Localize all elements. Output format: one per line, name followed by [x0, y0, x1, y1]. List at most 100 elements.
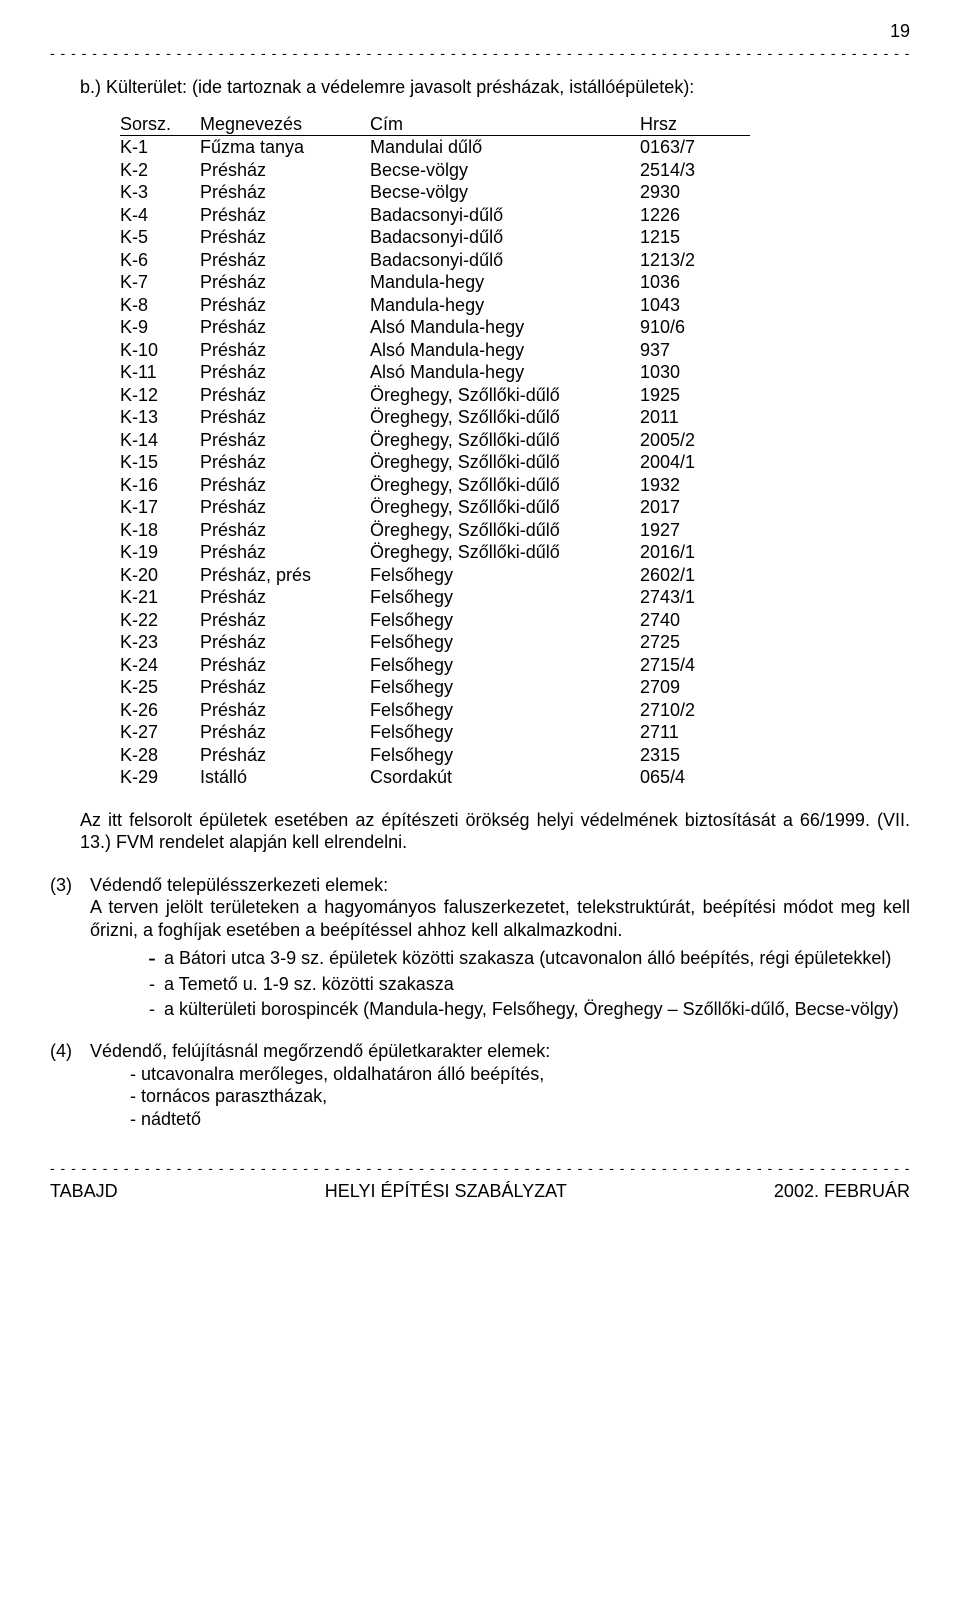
- table-cell: Présház: [200, 181, 370, 204]
- table-header-row: Sorsz. Megnevezés Cím Hrsz: [120, 113, 750, 136]
- section-4-line: - nádtető: [130, 1108, 910, 1131]
- buildings-table: Sorsz. Megnevezés Cím Hrsz K-1Fűzma tany…: [120, 113, 750, 789]
- table-cell: Présház: [200, 586, 370, 609]
- table-cell: K-14: [120, 429, 200, 452]
- table-cell: K-7: [120, 271, 200, 294]
- table-cell: 2740: [640, 609, 750, 632]
- table-row: K-23PrésházFelsőhegy2725: [120, 631, 750, 654]
- table-cell: Istálló: [200, 766, 370, 789]
- table-cell: 2602/1: [640, 564, 750, 587]
- table-cell: Présház: [200, 361, 370, 384]
- table-cell: K-23: [120, 631, 200, 654]
- table-cell: Öreghegy, Szőllőki-dűlő: [370, 384, 640, 407]
- table-cell: Présház: [200, 744, 370, 767]
- table-cell: Présház: [200, 721, 370, 744]
- table-cell: Alsó Mandula-hegy: [370, 316, 640, 339]
- table-row: K-5PrésházBadacsonyi-dűlő1215: [120, 226, 750, 249]
- table-cell: 2725: [640, 631, 750, 654]
- table-cell: Csordakút: [370, 766, 640, 789]
- footer-row: TABAJD HELYI ÉPÍTÉSI SZABÁLYZAT 2002. FE…: [50, 1180, 910, 1203]
- section-4-line: - tornácos parasztházak,: [130, 1085, 910, 1108]
- table-cell: K-24: [120, 654, 200, 677]
- table-cell: Présház: [200, 249, 370, 272]
- bullet-dash-icon: -: [140, 973, 164, 996]
- table-cell: Öreghegy, Szőllőki-dűlő: [370, 519, 640, 542]
- table-cell: K-22: [120, 609, 200, 632]
- table-cell: K-26: [120, 699, 200, 722]
- table-cell: K-15: [120, 451, 200, 474]
- table-cell: Présház: [200, 294, 370, 317]
- table-row: K-24PrésházFelsőhegy2715/4: [120, 654, 750, 677]
- table-cell: 0163/7: [640, 136, 750, 159]
- col-sorsz: Sorsz.: [120, 113, 200, 136]
- table-cell: 1927: [640, 519, 750, 542]
- table-cell: 910/6: [640, 316, 750, 339]
- col-hrsz: Hrsz: [640, 113, 750, 136]
- table-cell: Mandulai dűlő: [370, 136, 640, 159]
- table-row: K-11PrésházAlsó Mandula-hegy1030: [120, 361, 750, 384]
- table-cell: 065/4: [640, 766, 750, 789]
- table-cell: Présház: [200, 406, 370, 429]
- table-cell: K-8: [120, 294, 200, 317]
- table-cell: Felsőhegy: [370, 676, 640, 699]
- top-separator: - - - - - - - - - - - - - - - - - - - - …: [50, 45, 910, 63]
- table-cell: K-6: [120, 249, 200, 272]
- table-cell: Présház, prés: [200, 564, 370, 587]
- table-cell: K-12: [120, 384, 200, 407]
- table-row: K-14PrésházÖreghegy, Szőllőki-dűlő2005/2: [120, 429, 750, 452]
- table-cell: Felsőhegy: [370, 609, 640, 632]
- table-row: K-22PrésházFelsőhegy2740: [120, 609, 750, 632]
- table-cell: Öreghegy, Szőllőki-dűlő: [370, 406, 640, 429]
- table-row: K-17PrésházÖreghegy, Szőllőki-dűlő2017: [120, 496, 750, 519]
- table-cell: Présház: [200, 316, 370, 339]
- table-cell: Becse-völgy: [370, 159, 640, 182]
- table-row: K-28PrésházFelsőhegy2315: [120, 744, 750, 767]
- table-row: K-27PrésházFelsőhegy2711: [120, 721, 750, 744]
- after-table-paragraph: Az itt felsorolt épületek esetében az ép…: [50, 809, 910, 854]
- table-cell: K-29: [120, 766, 200, 789]
- section-3: (3) Védendő településszerkezeti elemek: …: [50, 874, 910, 1021]
- table-cell: 1932: [640, 474, 750, 497]
- footer-left: TABAJD: [50, 1180, 118, 1203]
- bullet-dash-icon: -: [140, 947, 164, 971]
- table-cell: 1036: [640, 271, 750, 294]
- table-cell: 2004/1: [640, 451, 750, 474]
- table-cell: Présház: [200, 429, 370, 452]
- table-cell: Öreghegy, Szőllőki-dűlő: [370, 541, 640, 564]
- table-row: K-15PrésházÖreghegy, Szőllőki-dűlő2004/1: [120, 451, 750, 474]
- table-cell: Felsőhegy: [370, 699, 640, 722]
- table-cell: Öreghegy, Szőllőki-dűlő: [370, 429, 640, 452]
- table-row: K-2PrésházBecse-völgy2514/3: [120, 159, 750, 182]
- table-cell: 1925: [640, 384, 750, 407]
- col-megnevezes: Megnevezés: [200, 113, 370, 136]
- table-row: K-9PrésházAlsó Mandula-hegy910/6: [120, 316, 750, 339]
- table-cell: K-19: [120, 541, 200, 564]
- table-cell: K-27: [120, 721, 200, 744]
- table-cell: 1213/2: [640, 249, 750, 272]
- table-cell: K-20: [120, 564, 200, 587]
- table-cell: Badacsonyi-dűlő: [370, 226, 640, 249]
- table-cell: Badacsonyi-dűlő: [370, 204, 640, 227]
- table-cell: 2005/2: [640, 429, 750, 452]
- table-cell: K-28: [120, 744, 200, 767]
- footer-separator: - - - - - - - - - - - - - - - - - - - - …: [50, 1160, 910, 1178]
- table-cell: Présház: [200, 699, 370, 722]
- table-cell: K-25: [120, 676, 200, 699]
- table-cell: K-2: [120, 159, 200, 182]
- table-cell: Öreghegy, Szőllőki-dűlő: [370, 474, 640, 497]
- page-number: 19: [50, 20, 910, 43]
- table-row: K-6PrésházBadacsonyi-dűlő1213/2: [120, 249, 750, 272]
- table-cell: Présház: [200, 654, 370, 677]
- table-cell: K-18: [120, 519, 200, 542]
- table-cell: 2514/3: [640, 159, 750, 182]
- table-cell: Présház: [200, 339, 370, 362]
- bullet-line: -a külterületi borospincék (Mandula-hegy…: [140, 998, 910, 1021]
- table-cell: 1226: [640, 204, 750, 227]
- table-cell: K-4: [120, 204, 200, 227]
- footer-right: 2002. FEBRUÁR: [774, 1180, 910, 1203]
- table-cell: Badacsonyi-dűlő: [370, 249, 640, 272]
- table-cell: Becse-völgy: [370, 181, 640, 204]
- table-row: K-13PrésházÖreghegy, Szőllőki-dűlő2011: [120, 406, 750, 429]
- table-row: K-18PrésházÖreghegy, Szőllőki-dűlő1927: [120, 519, 750, 542]
- table-cell: 2011: [640, 406, 750, 429]
